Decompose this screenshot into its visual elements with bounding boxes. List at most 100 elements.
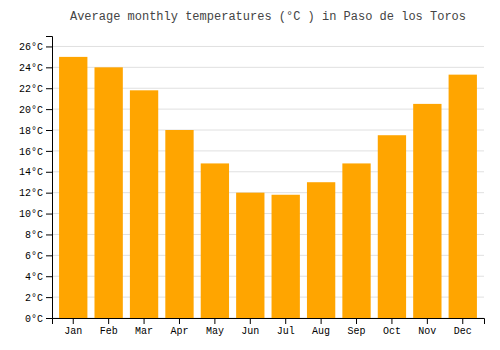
y-tick-mark	[46, 46, 52, 47]
x-tick-label: May	[206, 326, 224, 337]
bar	[449, 75, 477, 318]
y-tick: 24°C	[19, 63, 52, 74]
y-tick-label: 10°C	[19, 209, 43, 220]
bar	[272, 195, 300, 318]
y-tick: 18°C	[19, 126, 52, 137]
x-tick: Dec	[454, 318, 472, 337]
x-tick: Feb	[100, 318, 118, 337]
y-tick-mark	[46, 193, 52, 194]
x-tick-mark	[427, 318, 428, 324]
x-tick-mark	[356, 318, 357, 324]
y-tick-mark	[46, 255, 52, 256]
y-tick: 0°C	[25, 314, 52, 325]
y-tick-label: 0°C	[25, 314, 43, 325]
y-tick: 10°C	[19, 209, 52, 220]
y-tick-label: 24°C	[19, 63, 43, 74]
y-tick-label: 22°C	[19, 84, 43, 95]
bar	[342, 163, 370, 318]
x-tick-label: Sep	[348, 326, 366, 337]
grid	[52, 46, 484, 318]
x-tick-mark	[108, 318, 109, 324]
x-tick-mark	[462, 318, 463, 324]
x-tick-label: Nov	[418, 326, 436, 337]
y-tick-mark	[46, 88, 52, 89]
y-tick-label: 16°C	[19, 147, 43, 158]
y-tick: 20°C	[19, 105, 52, 116]
y-tick-mark	[46, 151, 52, 152]
y-tick-label: 18°C	[19, 126, 43, 137]
grid-line	[52, 46, 484, 47]
x-tick-mark	[321, 318, 322, 324]
y-tick-label: 26°C	[19, 42, 43, 53]
x-tick: Jul	[277, 318, 295, 337]
x-tick: May	[206, 318, 224, 337]
y-tick: 12°C	[19, 188, 52, 199]
y-tick: 2°C	[25, 293, 52, 304]
x-tick-mark	[144, 318, 145, 324]
y-tick-mark	[46, 276, 52, 277]
bar	[201, 163, 229, 318]
x-tick-mark	[179, 318, 180, 324]
y-tick-mark	[46, 214, 52, 215]
y-tick-label: 20°C	[19, 105, 43, 116]
y-tick-mark	[46, 297, 52, 298]
x-tick: Sep	[348, 318, 366, 337]
y-tick: 14°C	[19, 167, 52, 178]
bar	[413, 104, 441, 318]
x-tick-label: Dec	[454, 326, 472, 337]
x-tick: Jan	[64, 318, 82, 337]
plot: 0°C 2°C 4°C 6°C 8°C 10°C 12°C 14°C 16°C 18°C 20°C 2…	[19, 37, 485, 338]
bar	[94, 67, 122, 318]
x-tick: Jun	[241, 318, 259, 337]
y-tick: 8°C	[25, 230, 52, 241]
x-tick: Apr	[170, 318, 188, 337]
x-tick-mark	[214, 318, 215, 324]
x-tick-mark	[73, 318, 74, 324]
y-tick: 6°C	[25, 251, 52, 262]
x-tick: Oct	[383, 318, 401, 337]
title: Average monthly temperatures (°C ) in Pa…	[70, 10, 466, 24]
y-tick-mark	[46, 172, 52, 173]
y-axis: 0°C 2°C 4°C 6°C 8°C 10°C 12°C 14°C 16°C 18°C 20°C 2…	[19, 37, 53, 325]
x-tick-label: Jan	[64, 326, 82, 337]
chart: 0°C 2°C 4°C 6°C 8°C 10°C 12°C 14°C 16°C 18°C 20°C 2…	[0, 0, 500, 350]
y-tick-mark	[46, 109, 52, 110]
y-tick: 26°C	[19, 42, 52, 53]
x-tick-mark	[391, 318, 392, 324]
y-tick-mark	[46, 234, 52, 235]
x-axis-line	[53, 319, 485, 325]
x-tick: Aug	[312, 318, 330, 337]
bar	[59, 57, 87, 318]
x-tick-label: Aug	[312, 326, 330, 337]
bar	[236, 193, 264, 318]
y-tick-label: 8°C	[25, 230, 43, 241]
y-tick-label: 2°C	[25, 293, 43, 304]
bar	[130, 90, 158, 318]
y-tick-label: 4°C	[25, 272, 43, 283]
y-tick-label: 14°C	[19, 167, 43, 178]
x-tick-label: Jun	[241, 326, 259, 337]
bars	[59, 57, 477, 318]
bar	[165, 130, 193, 318]
x-tick-label: Mar	[135, 326, 153, 337]
y-tick-mark	[46, 130, 52, 131]
bar	[378, 135, 406, 318]
x-axis: Jan Feb Mar Apr May Jun Jul Aug Sep Oct Nov Dec	[53, 318, 485, 337]
y-tick: 4°C	[25, 272, 52, 283]
x-tick-mark	[285, 318, 286, 324]
y-tick-mark	[46, 67, 52, 68]
x-tick-label: Apr	[170, 326, 188, 337]
x-tick-label: Feb	[100, 326, 118, 337]
x-tick-label: Oct	[383, 326, 401, 337]
x-tick-label: Jul	[277, 326, 295, 337]
y-tick: 22°C	[19, 84, 52, 95]
x-tick: Mar	[135, 318, 153, 337]
y-axis-line	[46, 37, 53, 319]
bar	[307, 182, 335, 318]
y-tick: 16°C	[19, 147, 52, 158]
y-tick-mark	[46, 318, 52, 319]
y-tick-label: 6°C	[25, 251, 43, 262]
x-tick-mark	[250, 318, 251, 324]
x-tick: Nov	[418, 318, 436, 337]
y-tick-label: 12°C	[19, 188, 43, 199]
